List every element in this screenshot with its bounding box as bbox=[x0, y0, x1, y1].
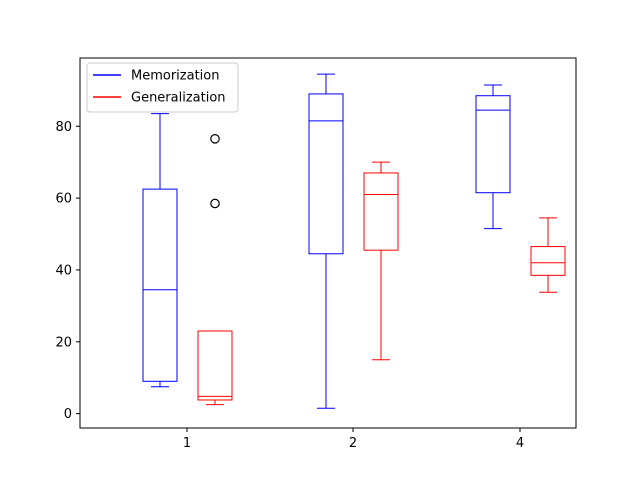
y-tick-label: 80 bbox=[55, 120, 72, 135]
box-iqr bbox=[308, 93, 344, 255]
box-iqr bbox=[475, 95, 511, 194]
x-tick-label: 4 bbox=[516, 436, 524, 451]
box-generalization-4 bbox=[530, 217, 566, 293]
box-memorization-1 bbox=[142, 113, 178, 388]
plot-frame bbox=[79, 57, 577, 429]
legend-box bbox=[86, 62, 239, 113]
x-tick-label: 2 bbox=[349, 436, 357, 451]
legend-label-generalization: Generalization bbox=[131, 91, 226, 106]
box-memorization-2 bbox=[308, 73, 344, 409]
outlier-point bbox=[210, 134, 220, 144]
box-memorization-4 bbox=[475, 84, 511, 230]
axes: 0 20 40 60 80 1 2 4 bbox=[55, 120, 524, 451]
box-generalization-1 bbox=[197, 134, 233, 406]
box-iqr bbox=[530, 246, 566, 276]
y-tick-label: 60 bbox=[55, 192, 72, 207]
box-generalization-2 bbox=[363, 161, 399, 361]
legend: Memorization Generalization bbox=[86, 62, 239, 113]
x-tick-label: 1 bbox=[183, 436, 191, 451]
legend-label-memorization: Memorization bbox=[131, 69, 219, 84]
y-tick-label: 0 bbox=[64, 407, 72, 422]
box-iqr bbox=[363, 172, 399, 251]
box-iqr bbox=[142, 188, 178, 382]
box-iqr bbox=[197, 330, 233, 401]
y-tick-label: 40 bbox=[55, 263, 72, 278]
plot-marks bbox=[142, 73, 566, 409]
y-tick-label: 20 bbox=[55, 335, 72, 350]
outlier-point bbox=[210, 198, 220, 209]
